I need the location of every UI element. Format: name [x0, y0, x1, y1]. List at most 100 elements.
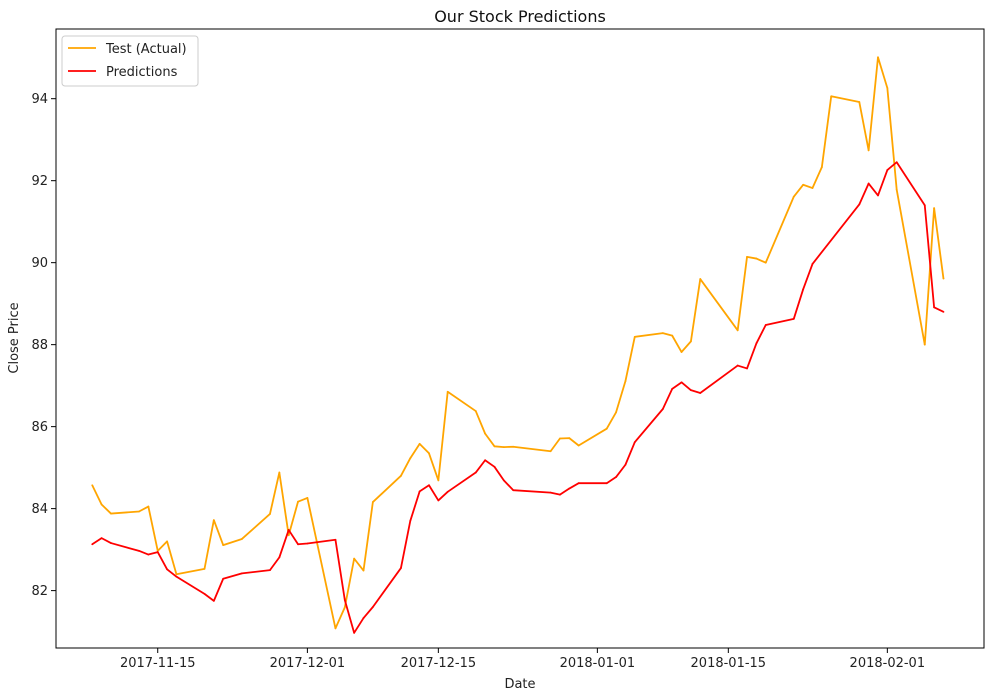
legend: Test (Actual) Predictions	[61, 35, 199, 87]
x-tick-label: 2018-01-15	[691, 656, 767, 671]
data-point-test-actual-21	[371, 501, 374, 503]
y-tick-label: 82	[31, 584, 48, 599]
data-point-predictions-40	[633, 441, 636, 444]
y-axis-label: Close Price	[7, 302, 22, 373]
data-point-predictions-49	[764, 324, 767, 326]
data-point-test-actual-14	[287, 534, 290, 537]
data-point-test-actual-8	[203, 567, 206, 570]
data-point-test-actual-11	[241, 538, 243, 540]
data-point-predictions-37	[605, 482, 608, 485]
data-point-test-actual-37	[605, 427, 608, 430]
data-point-predictions-56	[886, 169, 889, 171]
data-point-test-actual-4	[147, 505, 150, 508]
data-point-predictions-59	[933, 306, 936, 309]
data-point-test-actual-50	[792, 195, 795, 198]
data-point-predictions-21	[371, 606, 374, 608]
data-point-test-actual-7	[175, 573, 178, 576]
y-tick-label: 88	[31, 338, 48, 353]
data-point-test-actual-6	[166, 540, 168, 543]
data-point-predictions-55	[877, 194, 879, 197]
data-point-predictions-52	[811, 262, 814, 265]
data-point-predictions-24	[418, 490, 421, 493]
data-point-predictions-19	[353, 631, 356, 634]
data-point-predictions-17	[334, 538, 337, 541]
data-point-test-actual-47	[746, 256, 748, 258]
data-point-test-actual-29	[484, 432, 487, 435]
x-axis-label: Date	[504, 677, 535, 692]
data-point-test-actual-1	[100, 503, 103, 506]
data-point-test-actual-24	[418, 442, 421, 445]
data-point-predictions-14	[287, 529, 290, 531]
data-point-test-actual-54	[830, 95, 833, 98]
data-point-test-actual-42	[671, 334, 674, 337]
data-point-predictions-20	[362, 617, 365, 619]
data-point-predictions-12	[269, 569, 271, 572]
data-point-test-actual-51	[802, 183, 805, 186]
data-point-predictions-0	[91, 543, 94, 546]
data-point-test-actual-26	[437, 479, 440, 482]
data-point-predictions-10	[222, 577, 225, 580]
data-point-predictions-18	[343, 599, 346, 601]
data-point-test-actual-31	[502, 446, 505, 449]
data-point-predictions-26	[437, 499, 440, 502]
data-point-predictions-23	[409, 520, 412, 522]
data-point-test-actual-30	[493, 445, 496, 448]
data-point-predictions-27	[446, 490, 449, 493]
x-tick-label: 2017-12-15	[401, 656, 477, 671]
data-point-predictions-31	[502, 479, 505, 482]
data-point-predictions-15	[297, 543, 299, 546]
data-point-test-actual-22	[400, 474, 402, 477]
data-point-predictions-47	[746, 367, 748, 370]
data-point-predictions-6	[166, 568, 168, 571]
x-tick-label: 2017-11-15	[120, 656, 196, 671]
data-point-test-actual-33	[549, 450, 552, 453]
data-point-test-actual-52	[811, 187, 814, 189]
data-point-test-actual-55	[858, 101, 861, 103]
data-point-predictions-8	[203, 592, 206, 595]
data-point-predictions-29	[484, 459, 487, 462]
data-point-predictions-35	[568, 487, 571, 490]
data-point-predictions-46	[736, 364, 739, 367]
data-point-predictions-42	[671, 388, 674, 390]
data-point-predictions-50	[792, 317, 795, 320]
data-point-test-actual-3	[138, 510, 140, 513]
data-point-test-actual-38	[615, 411, 617, 414]
data-point-test-actual-28	[474, 410, 477, 412]
data-point-predictions-11	[241, 572, 243, 575]
data-point-test-actual-39	[624, 380, 627, 383]
data-point-predictions-32	[512, 489, 515, 492]
data-point-predictions-39	[624, 463, 627, 466]
y-tick-label: 86	[31, 420, 48, 435]
legend-label-predictions: Predictions	[106, 65, 178, 80]
data-point-test-actual-49	[764, 261, 767, 264]
data-point-predictions-7	[175, 575, 178, 578]
x-tick-label: 2017-12-01	[270, 656, 346, 671]
data-point-test-actual-45	[699, 278, 702, 280]
data-point-test-actual-0	[91, 484, 94, 487]
data-point-test-actual-19	[353, 557, 356, 560]
data-point-predictions-1	[100, 537, 103, 540]
data-point-predictions-34	[559, 493, 561, 496]
data-point-predictions-44	[690, 389, 692, 392]
data-point-test-actual-9	[212, 519, 215, 521]
data-point-test-actual-23	[409, 457, 412, 460]
data-point-test-actual-18	[343, 606, 346, 609]
data-point-test-actual-16	[306, 497, 309, 499]
x-tick-label: 2018-01-01	[560, 656, 636, 671]
data-point-test-actual-41	[661, 332, 664, 335]
data-point-test-actual-20	[362, 569, 365, 572]
data-point-test-actual-13	[278, 471, 281, 474]
data-point-test-actual-17	[334, 627, 337, 630]
data-point-predictions-36	[577, 482, 580, 485]
data-point-test-actual-43	[680, 351, 683, 353]
data-point-test-actual-44	[690, 340, 692, 343]
data-point-predictions-51	[802, 288, 805, 291]
y-tick-label: 84	[31, 502, 48, 517]
data-point-predictions-25	[428, 484, 430, 487]
y-tick-label: 92	[31, 174, 48, 189]
data-point-predictions-2	[110, 542, 112, 544]
data-point-test-actual-56	[867, 149, 870, 152]
data-point-test-actual-34	[559, 437, 561, 440]
data-point-predictions-53	[858, 203, 861, 206]
